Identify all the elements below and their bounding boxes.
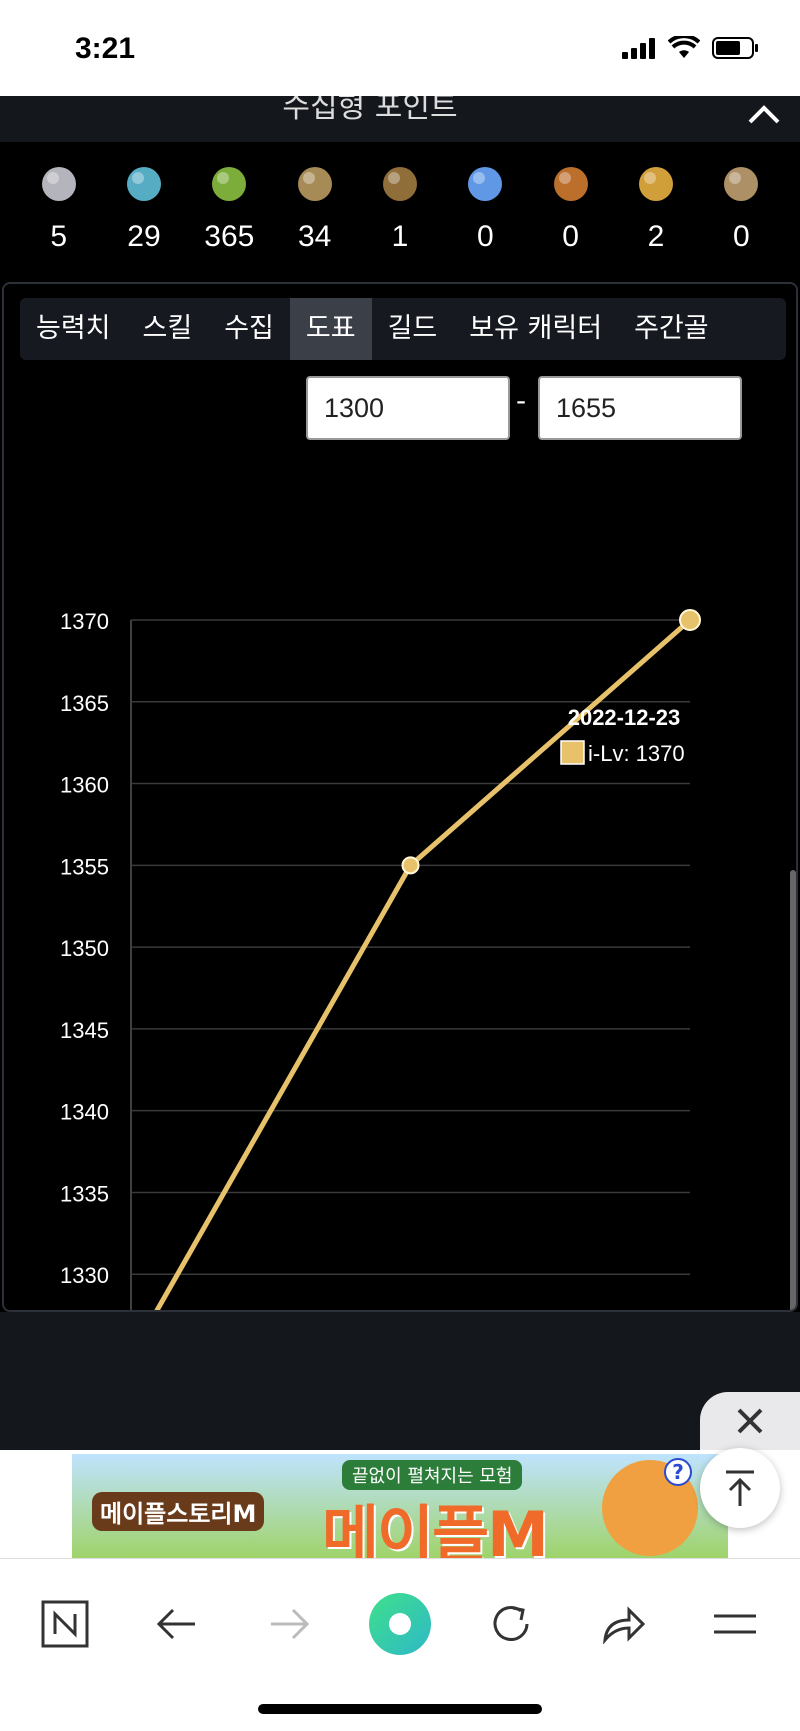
wifi-icon: [668, 36, 700, 58]
y-tick-label: 1340: [60, 1100, 109, 1125]
y-tick-label: 1365: [60, 691, 109, 716]
hamburger-menu-icon: [714, 1614, 756, 1634]
forward-button[interactable]: [254, 1589, 324, 1659]
arrow-left-icon: [156, 1608, 195, 1640]
cellular-signal-icon: [622, 38, 655, 59]
scroll-to-top-button[interactable]: [700, 1448, 780, 1528]
page-background: [0, 1312, 800, 1452]
collection-point-item[interactable]: 0: [445, 142, 525, 280]
green-circle-icon: [369, 1593, 431, 1655]
status-bar: 3:21: [0, 0, 800, 96]
tooltip-title: 2022-12-23: [568, 705, 681, 730]
y-tick-label: 1350: [60, 936, 109, 961]
collection-point-item[interactable]: 29: [104, 142, 184, 280]
collection-point-count: 34: [297, 220, 332, 253]
collection-point-count: 0: [476, 220, 494, 253]
orpheus-star-icon: [638, 167, 673, 201]
arrow-right-icon: [271, 1608, 310, 1640]
chevron-up-icon[interactable]: [746, 100, 782, 128]
island-heart-icon: [126, 167, 161, 201]
naver-home-button[interactable]: [30, 1589, 100, 1659]
tooltip-label: i-Lv: 1370: [588, 741, 685, 766]
collection-points-row: 5 29 365 34 1 0 0 2 0: [0, 142, 800, 280]
home-indicator: [258, 1704, 542, 1714]
character-panel: 능력치 스킬 수집 도표 길드 보유 캐릭터 주간골 1300 - 1655 1370 136…: [2, 282, 798, 1312]
y-tick-label: 1355: [60, 854, 109, 879]
collection-point-item[interactable]: 2: [616, 142, 696, 280]
panel-scrollbar[interactable]: [790, 870, 796, 1310]
collection-point-count: 0: [732, 220, 750, 253]
range-max-input[interactable]: 1655: [538, 376, 742, 440]
collection-point-item[interactable]: 365: [189, 142, 269, 280]
collection-point-count: 5: [50, 220, 67, 253]
reload-button[interactable]: [476, 1589, 546, 1659]
collection-point-item[interactable]: 1: [360, 142, 440, 280]
tab-3[interactable]: 수집: [224, 313, 274, 344]
ad-brand-big: 메이플M: [322, 1498, 549, 1558]
status-icons: [622, 36, 760, 60]
range-min-input[interactable]: 1300: [306, 376, 510, 440]
reload-icon: [493, 1606, 529, 1641]
collection-point-count: 29: [127, 220, 161, 253]
status-time: 3:21: [75, 32, 136, 65]
tab-4[interactable]: 도표: [289, 298, 372, 360]
share-button[interactable]: [588, 1589, 658, 1659]
y-tick-label: 1330: [60, 1263, 109, 1288]
collection-point-count: 1: [391, 220, 409, 253]
tab-5[interactable]: 길드: [387, 313, 438, 344]
range-separator: -: [516, 384, 527, 417]
ad-subtitle: 끝없이 펼쳐지는 모험: [342, 1460, 523, 1490]
tab-2[interactable]: 스킬: [142, 313, 193, 344]
mokoko-seed-icon: [212, 167, 247, 201]
tab-7[interactable]: 주간골: [634, 313, 709, 344]
close-icon: [737, 1408, 763, 1434]
tab-bar: 능력치 스킬 수집 도표 길드 보유 캐릭터 주간골: [20, 298, 786, 360]
collection-point-count: 365: [204, 220, 255, 253]
collection-point-item[interactable]: 34: [275, 142, 355, 280]
collection-point-count: 2: [647, 220, 665, 253]
heart-giant-icon: [41, 167, 76, 201]
share-arrow-icon: [603, 1606, 646, 1644]
collection-point-item[interactable]: 0: [701, 142, 781, 280]
collection-point-item[interactable]: 0: [531, 142, 611, 280]
arrow-up-to-top-icon: [726, 1470, 754, 1506]
tab-6[interactable]: 보유 캐릭터: [469, 313, 603, 344]
y-tick-label: 1360: [60, 773, 109, 798]
tab-1[interactable]: 능력치: [36, 313, 111, 344]
y-tick-label: 1335: [60, 1181, 109, 1206]
data-point: [679, 609, 701, 631]
menu-button[interactable]: [700, 1589, 770, 1659]
item-level-line-chart: 1370136513601355135013451340133513301325…: [60, 609, 701, 1310]
data-point: [401, 856, 420, 875]
browser-toolbar: [0, 1558, 800, 1731]
collection-point-count: 0: [562, 220, 579, 253]
ad-brand-small: 메이플스토리M: [92, 1492, 265, 1531]
battery-icon: [712, 37, 758, 59]
naver-n-icon: [41, 1600, 89, 1648]
y-tick-label: 1345: [60, 1018, 109, 1043]
collection-points-header: 수집형 포인트: [0, 96, 800, 142]
ad-close-button[interactable]: [700, 1392, 800, 1450]
blue-leaf-icon: [468, 167, 503, 201]
ad-info-icon[interactable]: ?: [664, 1458, 692, 1486]
ignea-token-icon: [553, 167, 588, 201]
world-tree-leaf-icon: [724, 167, 759, 201]
telescope-icon: [382, 167, 417, 201]
y-tick-label: 1370: [60, 609, 109, 634]
section-title: 수집형 포인트: [282, 96, 458, 125]
back-button[interactable]: [142, 1589, 212, 1659]
tooltip-swatch: [560, 740, 585, 765]
green-dot-button[interactable]: [365, 1589, 435, 1659]
collection-point-item[interactable]: 5: [19, 142, 99, 280]
adventure-map-icon: [297, 167, 332, 201]
ad-banner[interactable]: 메이플스토리M 끝없이 펼쳐지는 모험 메이플M: [72, 1454, 728, 1558]
